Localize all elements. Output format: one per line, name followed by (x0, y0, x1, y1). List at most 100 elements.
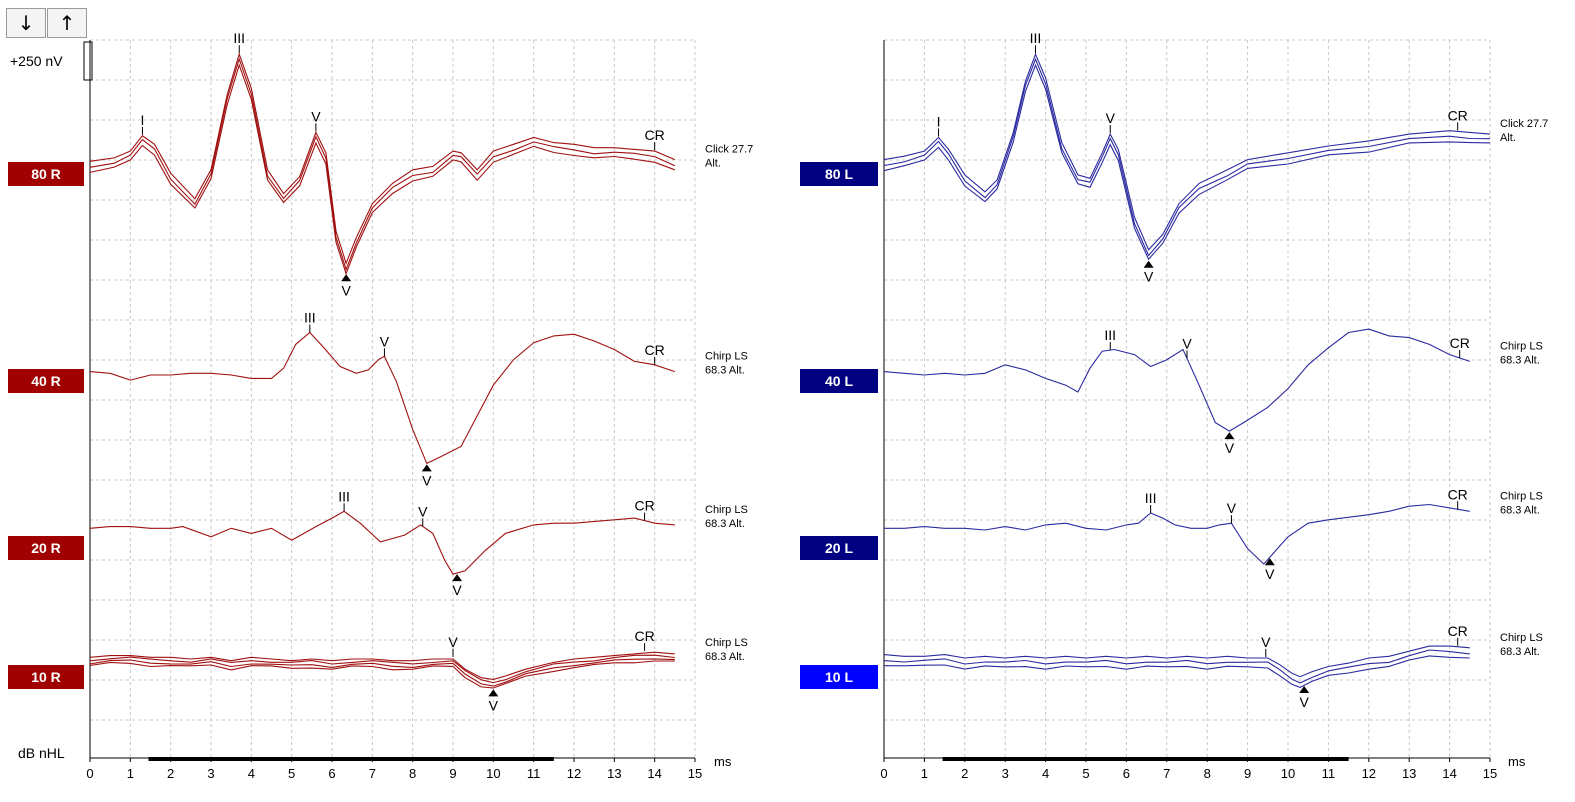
peak-label: V (452, 582, 462, 598)
peak-label: V (1261, 634, 1271, 650)
x-tick-label: 8 (409, 766, 416, 781)
level-badge-label: 20 L (825, 540, 853, 556)
x-tick-label: 2 (961, 766, 968, 781)
peak-label: V (341, 282, 351, 298)
x-tick-label: 3 (1002, 766, 1009, 781)
x-tick-label: 15 (688, 766, 702, 781)
trace-10-r: V V CR Chirp LS 68.3 Alt. 10 R (8, 628, 748, 713)
peak-label: V (1299, 694, 1309, 710)
level-badge (800, 369, 878, 393)
arrow-up-icon[interactable]: ↑ (47, 8, 87, 38)
trace-20-r: III V V CR Chirp LS 68.3 Alt. 20 R (8, 488, 748, 598)
waveform-line (89, 651, 675, 680)
peak-label: V (1106, 110, 1116, 126)
peak-label: CR (634, 628, 654, 644)
peak-label: V (1225, 440, 1235, 456)
y-unit-label: dB nHL (18, 745, 65, 761)
arrow-down-icon[interactable]: ↓ (6, 8, 46, 38)
trough-marker (1299, 686, 1310, 693)
peak-label: V (1265, 566, 1275, 582)
x-tick-label: 6 (1123, 766, 1130, 781)
stimulus-label: Click 27.7 (1500, 118, 1548, 130)
x-tick-label: 14 (647, 766, 661, 781)
grid (884, 39, 1491, 758)
waveform-line (89, 510, 675, 575)
stimulus-label: Chirp LS (1500, 340, 1543, 352)
x-tick-label: 12 (1362, 766, 1376, 781)
level-badge-label: 40 L (825, 373, 853, 389)
toolbar: ↓ ↑ (6, 8, 87, 38)
x-tick-label: 0 (880, 766, 887, 781)
trough-marker (452, 574, 463, 582)
stimulus-label: Click 27.7 (705, 144, 753, 156)
x-tick-label: 0 (86, 766, 93, 781)
level-badge-label: 80 L (825, 166, 853, 182)
trough-marker (341, 274, 352, 282)
stimulus-label: Chirp LS (705, 351, 748, 363)
x-tick-label: 12 (567, 766, 581, 781)
stimulus-label: 68.3 Alt. (1500, 354, 1540, 366)
stimulus-label: Alt. (1500, 132, 1516, 144)
stimulus-label: Chirp LS (1500, 632, 1543, 644)
peak-label: CR (1450, 335, 1470, 351)
level-badge (8, 665, 84, 689)
x-tick-label: 10 (486, 766, 500, 781)
peak-label: V (311, 108, 321, 124)
x-tick-label: 1 (127, 766, 134, 781)
peak-label: V (1182, 335, 1192, 351)
waveform-line (883, 655, 1470, 688)
x-tick-label: 4 (1042, 766, 1049, 781)
x-tick-label: 9 (1244, 766, 1251, 781)
x-tick-label: 1 (921, 766, 928, 781)
x-tick-label: 15 (1483, 766, 1497, 781)
trough-marker (1143, 260, 1154, 268)
waveform-line (883, 328, 1470, 432)
level-badge-label: 80 R (31, 166, 61, 182)
peak-label: CR (634, 498, 654, 514)
x-tick-label: 2 (167, 766, 174, 781)
peak-label: V (422, 472, 432, 488)
peak-label: III (1145, 490, 1157, 506)
level-badge-label: 40 R (31, 373, 61, 389)
level-badge (800, 536, 878, 560)
stimulus-label: Chirp LS (705, 504, 748, 516)
waveform-line (883, 57, 1491, 257)
level-badge-label: 20 R (31, 540, 61, 556)
peak-label: V (448, 634, 458, 650)
level-badge (800, 162, 878, 186)
x-tick-label: 13 (1402, 766, 1416, 781)
x-unit-label: ms (714, 754, 732, 769)
waveform-line (89, 660, 675, 689)
waveform-line (89, 658, 675, 687)
waveform-line (89, 52, 676, 265)
stimulus-label: 68.3 Alt. (705, 365, 745, 377)
scale-bar (83, 41, 93, 81)
waveform-line (884, 503, 1470, 565)
peak-label: III (1104, 327, 1116, 343)
waveform-line (89, 63, 675, 276)
stimulus-label: Alt. (705, 158, 721, 170)
waveform-line (883, 63, 1491, 261)
peak-label: V (1227, 500, 1237, 516)
level-badge-label: 10 L (825, 669, 853, 685)
peak-label: CR (645, 342, 665, 358)
peak-label: V (418, 503, 428, 519)
level-badge (8, 162, 84, 186)
x-tick-label: 10 (1281, 766, 1295, 781)
waveform-line (883, 649, 1470, 684)
x-tick-label: 11 (1322, 766, 1336, 781)
x-tick-label: 8 (1204, 766, 1211, 781)
stimulus-label: Chirp LS (1500, 490, 1543, 502)
trough-marker (421, 464, 432, 472)
stimulus-label: 68.3 Alt. (1500, 646, 1540, 658)
stimulus-label: 68.3 Alt. (705, 651, 745, 663)
x-tick-label: 4 (248, 766, 255, 781)
waveform-line (883, 645, 1470, 678)
peak-label: III (338, 488, 350, 504)
x-tick-label: 13 (607, 766, 621, 781)
level-badge-label: 10 R (31, 669, 61, 685)
